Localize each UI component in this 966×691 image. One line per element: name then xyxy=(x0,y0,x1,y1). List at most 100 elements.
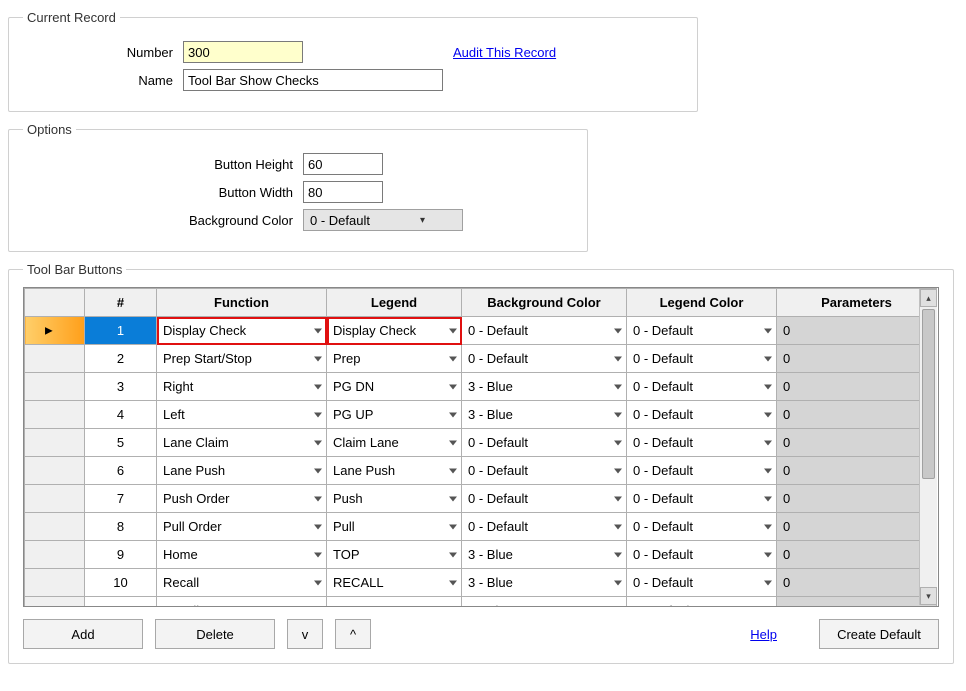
table-row[interactable]: 4LeftPG UP3 - Blue0 - Default0 xyxy=(25,401,937,429)
legend-cell[interactable]: RECALL xyxy=(327,569,462,597)
table-row[interactable]: 10RecallRECALL3 - Blue0 - Default0 xyxy=(25,569,937,597)
create-default-button[interactable]: Create Default xyxy=(819,619,939,649)
table-row[interactable]: 9HomeTOP3 - Blue0 - Default0 xyxy=(25,541,937,569)
bgcolor-cell[interactable]: 0 - Default xyxy=(462,345,627,373)
legend-cell[interactable]: RECALL LAST xyxy=(327,597,462,608)
row-handle[interactable] xyxy=(25,457,85,485)
row-number[interactable]: 1 xyxy=(85,317,157,345)
function-cell[interactable]: Recall xyxy=(157,569,327,597)
legend-cell[interactable]: Claim Lane xyxy=(327,429,462,457)
legendcolor-cell[interactable]: 0 - Default xyxy=(627,485,777,513)
bgcolor-cell[interactable]: 3 - Blue xyxy=(462,401,627,429)
move-up-button[interactable]: ^ xyxy=(335,619,371,649)
buttons-grid[interactable]: # Function Legend Background Color Legen… xyxy=(24,288,937,607)
table-row[interactable]: 8Pull OrderPull0 - Default0 - Default0 xyxy=(25,513,937,541)
function-cell[interactable]: Lane Push xyxy=(157,457,327,485)
table-row[interactable]: 2Prep Start/StopPrep0 - Default0 - Defau… xyxy=(25,345,937,373)
col-legendcolor-header[interactable]: Legend Color xyxy=(627,289,777,317)
parameters-cell[interactable]: 0 xyxy=(777,373,937,401)
legendcolor-cell[interactable]: 0 - Default xyxy=(627,429,777,457)
legendcolor-cell[interactable]: 0 - Default xyxy=(627,513,777,541)
parameters-cell[interactable]: 0 xyxy=(777,345,937,373)
legendcolor-cell[interactable]: 0 - Default xyxy=(627,597,777,608)
move-down-button[interactable]: v xyxy=(287,619,323,649)
parameters-cell[interactable]: 0 xyxy=(777,597,937,608)
legend-cell[interactable]: Push xyxy=(327,485,462,513)
row-number[interactable]: 2 xyxy=(85,345,157,373)
legendcolor-cell[interactable]: 0 - Default xyxy=(627,541,777,569)
bgcolor-cell[interactable]: 3 - Blue xyxy=(462,373,627,401)
button-width-input[interactable] xyxy=(303,181,383,203)
parameters-cell[interactable]: 0 xyxy=(777,485,937,513)
col-legend-header[interactable]: Legend xyxy=(327,289,462,317)
row-number[interactable]: 10 xyxy=(85,569,157,597)
bgcolor-cell[interactable]: 0 - Default xyxy=(462,513,627,541)
row-handle[interactable] xyxy=(25,569,85,597)
legend-cell[interactable]: Prep xyxy=(327,345,462,373)
help-link[interactable]: Help xyxy=(750,627,777,642)
row-number[interactable]: 5 xyxy=(85,429,157,457)
legend-cell[interactable]: PG UP xyxy=(327,401,462,429)
table-row[interactable]: 5Lane ClaimClaim Lane0 - Default0 - Defa… xyxy=(25,429,937,457)
row-handle[interactable] xyxy=(25,317,85,345)
row-handle[interactable] xyxy=(25,429,85,457)
row-handle[interactable] xyxy=(25,541,85,569)
col-parameters-header[interactable]: Parameters xyxy=(777,289,937,317)
legend-cell[interactable]: PG DN xyxy=(327,373,462,401)
function-cell[interactable]: Push Order xyxy=(157,485,327,513)
add-button[interactable]: Add xyxy=(23,619,143,649)
function-cell[interactable]: Home xyxy=(157,541,327,569)
scroll-down-icon[interactable]: ▾ xyxy=(920,587,937,605)
row-number[interactable]: 7 xyxy=(85,485,157,513)
audit-link[interactable]: Audit This Record xyxy=(453,45,556,60)
parameters-cell[interactable]: 0 xyxy=(777,401,937,429)
bgcolor-cell[interactable]: 0 - Default xyxy=(462,457,627,485)
name-input[interactable] xyxy=(183,69,443,91)
parameters-cell[interactable]: 0 xyxy=(777,429,937,457)
legendcolor-cell[interactable]: 0 - Default xyxy=(627,345,777,373)
table-row[interactable]: 7Push OrderPush0 - Default0 - Default0 xyxy=(25,485,937,513)
function-cell[interactable]: Lane Claim xyxy=(157,429,327,457)
table-row[interactable]: 6Lane PushLane Push0 - Default0 - Defaul… xyxy=(25,457,937,485)
parameters-cell[interactable]: 0 xyxy=(777,317,937,345)
legendcolor-cell[interactable]: 0 - Default xyxy=(627,317,777,345)
table-row[interactable]: 3RightPG DN3 - Blue0 - Default0 xyxy=(25,373,937,401)
row-number[interactable]: 3 xyxy=(85,373,157,401)
legend-cell[interactable]: Lane Push xyxy=(327,457,462,485)
parameters-cell[interactable]: 0 xyxy=(777,457,937,485)
bgcolor-cell[interactable]: 3 - Blue xyxy=(462,597,627,608)
legendcolor-cell[interactable]: 0 - Default xyxy=(627,569,777,597)
row-handle[interactable] xyxy=(25,345,85,373)
table-row[interactable]: 1Display CheckDisplay Check0 - Default0 … xyxy=(25,317,937,345)
function-cell[interactable]: Pull Order xyxy=(157,513,327,541)
legendcolor-cell[interactable]: 0 - Default xyxy=(627,457,777,485)
legendcolor-cell[interactable]: 0 - Default xyxy=(627,373,777,401)
legendcolor-cell[interactable]: 0 - Default xyxy=(627,401,777,429)
legend-cell[interactable]: TOP xyxy=(327,541,462,569)
row-handle[interactable] xyxy=(25,401,85,429)
col-function-header[interactable]: Function xyxy=(157,289,327,317)
col-bgcolor-header[interactable]: Background Color xyxy=(462,289,627,317)
row-number[interactable]: 4 xyxy=(85,401,157,429)
delete-button[interactable]: Delete xyxy=(155,619,275,649)
row-handle[interactable] xyxy=(25,485,85,513)
scroll-up-icon[interactable]: ▴ xyxy=(920,289,937,307)
parameters-cell[interactable]: 0 xyxy=(777,569,937,597)
table-row[interactable]: 11Recall LastRECALL LAST3 - Blue0 - Defa… xyxy=(25,597,937,608)
function-cell[interactable]: Prep Start/Stop xyxy=(157,345,327,373)
grid-scrollbar[interactable]: ▴ ▾ xyxy=(919,289,937,605)
row-number[interactable]: 6 xyxy=(85,457,157,485)
row-handle[interactable] xyxy=(25,373,85,401)
scroll-thumb[interactable] xyxy=(922,309,935,479)
bgcolor-cell[interactable]: 0 - Default xyxy=(462,429,627,457)
function-cell[interactable]: Display Check xyxy=(157,317,327,345)
function-cell[interactable]: Right xyxy=(157,373,327,401)
col-hash-header[interactable]: # xyxy=(85,289,157,317)
bgcolor-cell[interactable]: 3 - Blue xyxy=(462,569,627,597)
parameters-cell[interactable]: 0 xyxy=(777,513,937,541)
bg-color-combo[interactable]: 0 - Default ▾ xyxy=(303,209,463,231)
legend-cell[interactable]: Display Check xyxy=(327,317,462,345)
function-cell[interactable]: Recall Last xyxy=(157,597,327,608)
row-number[interactable]: 8 xyxy=(85,513,157,541)
bgcolor-cell[interactable]: 0 - Default xyxy=(462,317,627,345)
